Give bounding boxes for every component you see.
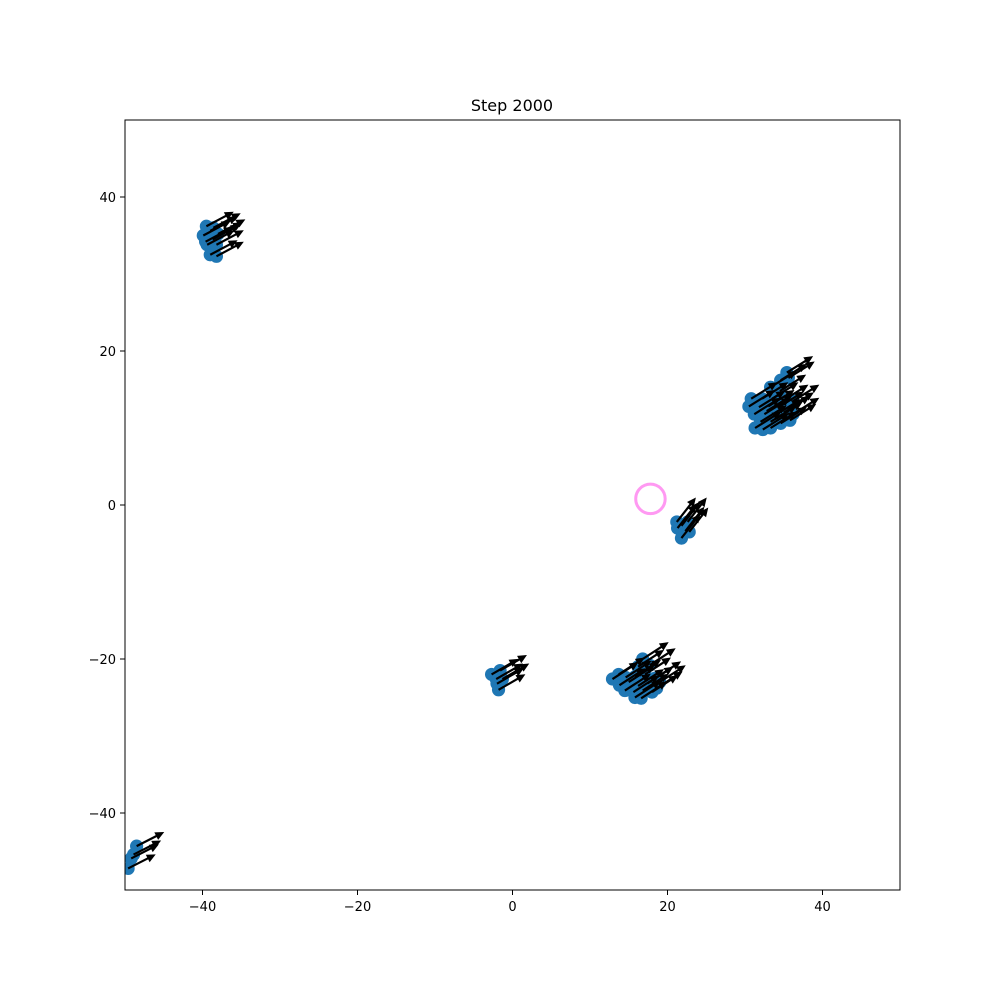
velocity-arrow xyxy=(495,663,524,680)
velocity-arrow xyxy=(686,497,707,523)
velocity-arrow xyxy=(754,411,782,429)
velocity-arrow xyxy=(215,230,244,246)
velocity-arrow xyxy=(776,391,804,409)
velocity-arrow xyxy=(127,854,156,870)
velocity-arrow xyxy=(680,513,701,539)
velocity-arrow xyxy=(133,840,162,856)
velocity-arrow xyxy=(498,674,526,691)
y-tick-label: −40 xyxy=(89,807,116,822)
velocity-arrow xyxy=(642,642,669,660)
velocity-arrow xyxy=(659,665,686,684)
plot-area xyxy=(125,211,820,876)
velocity-arrow xyxy=(769,370,797,389)
velocity-arrow xyxy=(783,396,811,414)
target-ring xyxy=(634,482,667,516)
y-tick-label: 0 xyxy=(108,499,116,514)
velocity-arrow xyxy=(750,382,778,400)
velocity-arrow xyxy=(209,216,238,232)
x-tick-label: 40 xyxy=(814,900,831,915)
y-tick-label: −20 xyxy=(89,653,116,668)
velocity-arrow xyxy=(787,361,815,379)
velocity-arrow xyxy=(209,240,238,256)
velocity-arrow xyxy=(763,397,791,416)
x-tick-label: −40 xyxy=(189,900,216,915)
velocity-arrow xyxy=(205,211,234,228)
velocity-arrow xyxy=(676,503,697,529)
velocity-arrow xyxy=(628,665,655,684)
x-tick-label: 0 xyxy=(508,900,516,915)
velocity-arrow xyxy=(499,655,527,672)
velocity-arrow xyxy=(775,402,803,420)
velocity-arrow xyxy=(675,497,696,523)
y-tick-label: 40 xyxy=(99,191,116,206)
velocity-arrow xyxy=(634,680,661,699)
plot-frame xyxy=(124,119,901,891)
y-tick-label: 20 xyxy=(99,345,116,360)
velocity-arrow xyxy=(136,832,165,848)
velocity-arrow xyxy=(769,411,797,429)
chart-title: Step 2000 xyxy=(471,96,553,115)
velocity-arrow xyxy=(640,681,668,700)
velocity-arrow xyxy=(789,403,817,422)
velocity-arrow xyxy=(632,675,660,694)
velocity-arrow xyxy=(611,662,639,680)
x-tick-label: −20 xyxy=(344,900,371,915)
velocity-arrow xyxy=(624,673,651,692)
velocity-arrow xyxy=(496,668,524,685)
velocity-arrow xyxy=(688,507,709,533)
velocity-arrow xyxy=(618,668,646,687)
velocity-arrow xyxy=(215,241,244,258)
velocity-arrow xyxy=(205,227,233,243)
velocity-arrow xyxy=(766,394,793,412)
velocity-arrow xyxy=(748,390,776,408)
velocity-arrow xyxy=(130,844,159,860)
velocity-arrow xyxy=(762,413,790,431)
velocity-arrow xyxy=(753,397,781,416)
axes: −40 −20 0 20 40 −40 −20 0 20 40 xyxy=(89,191,831,915)
x-tick-label: 20 xyxy=(659,900,676,915)
